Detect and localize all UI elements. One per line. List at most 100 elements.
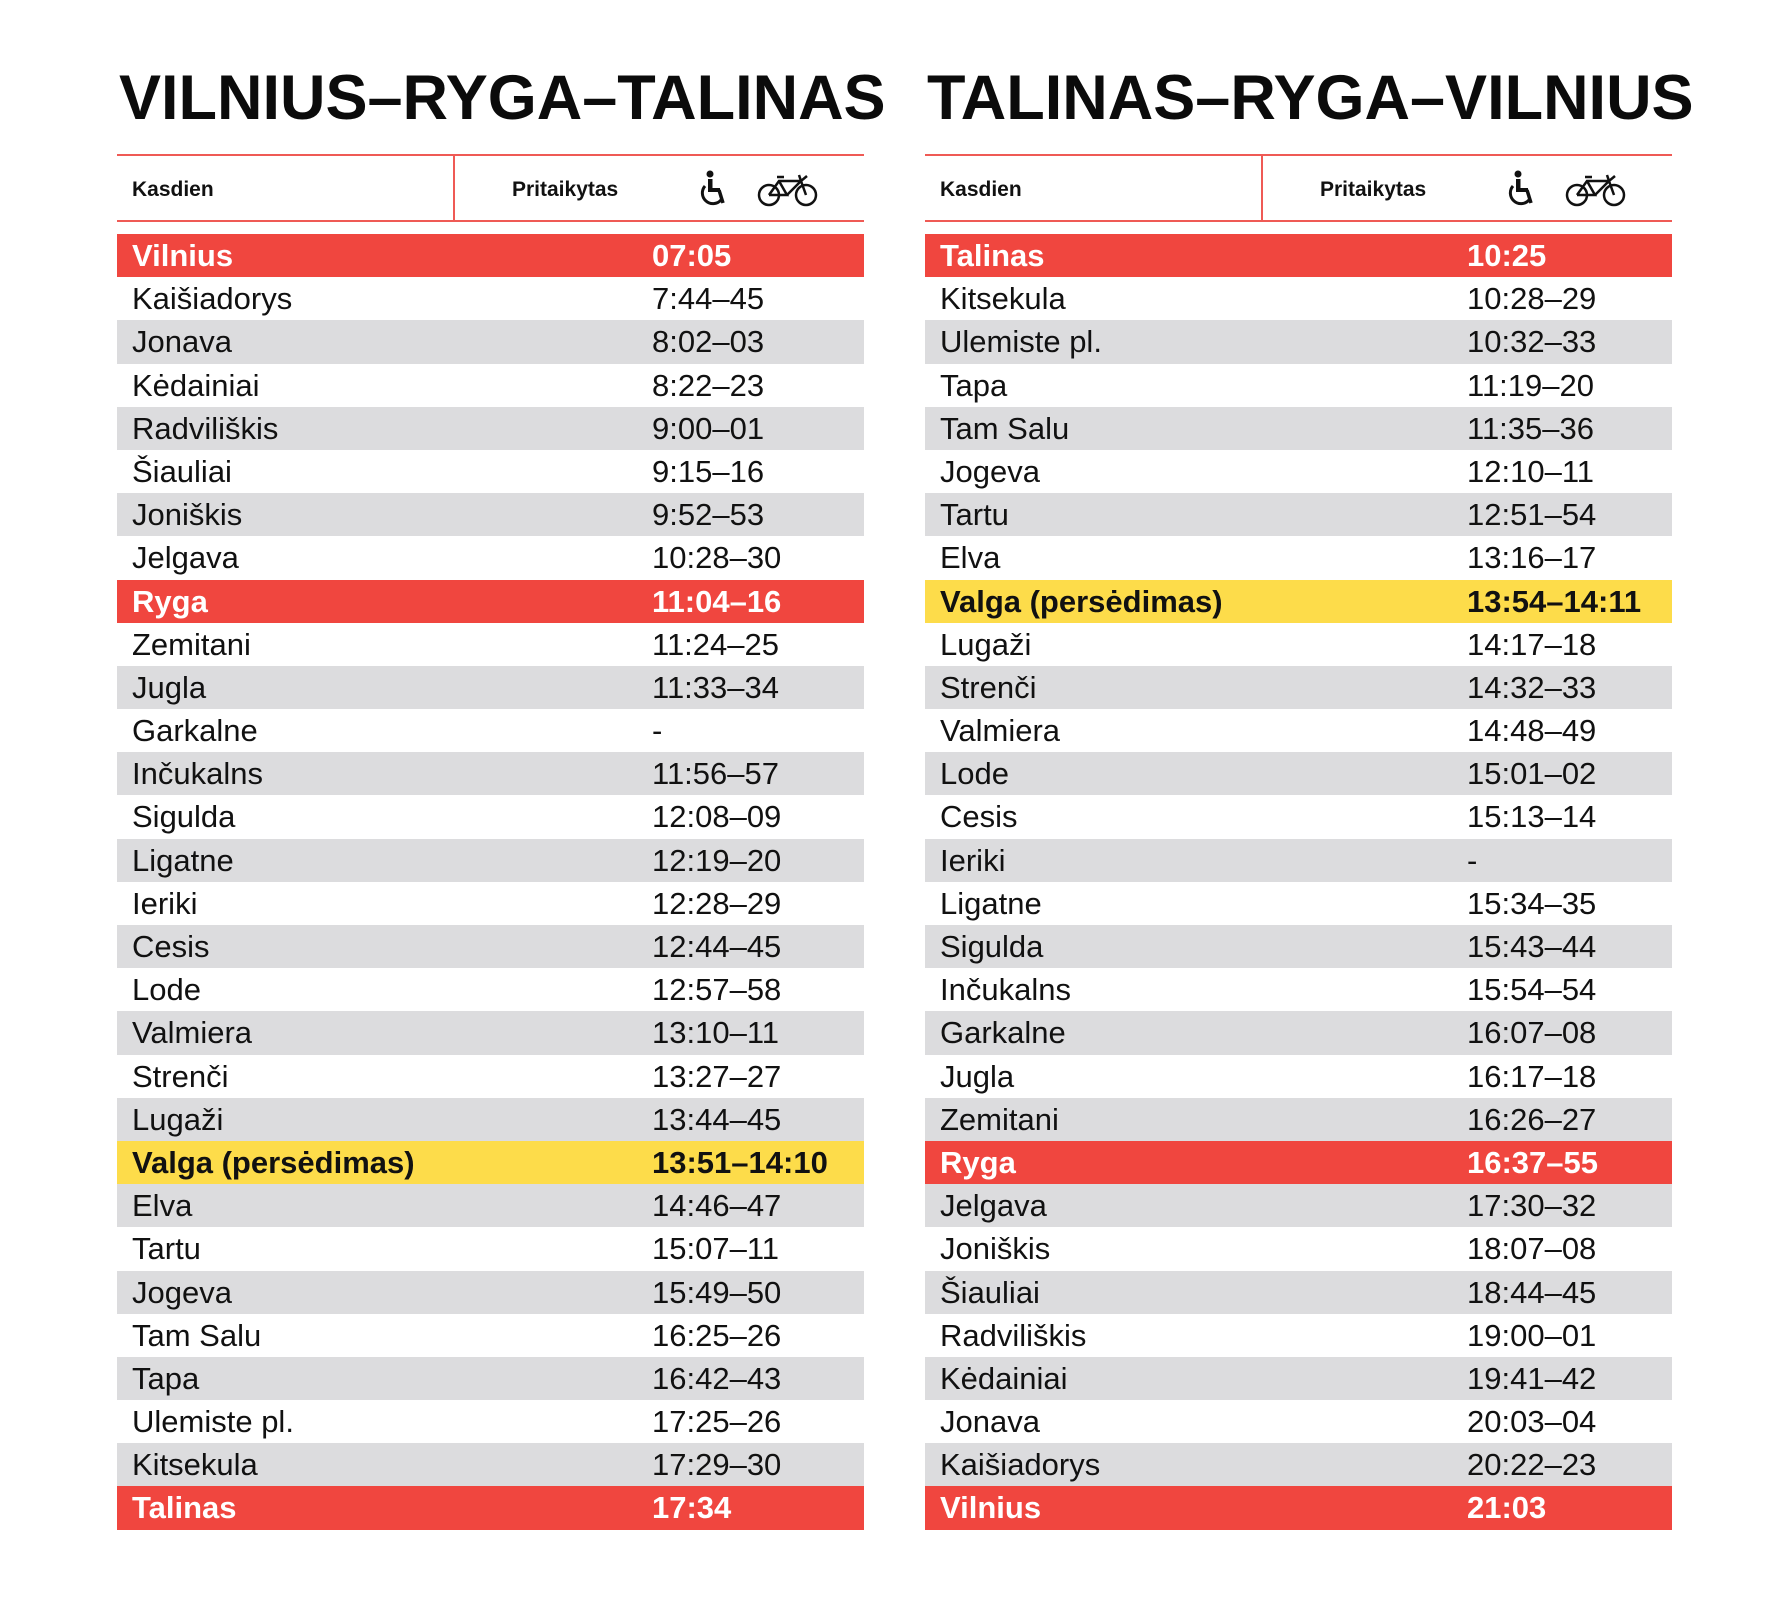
- station-time: 13:16–17: [1467, 540, 1597, 576]
- station-name: Vilnius: [940, 1490, 1042, 1526]
- station-name: Tam Salu: [132, 1317, 262, 1353]
- table-row: Lugaži 13:44–45: [117, 1097, 864, 1141]
- station-time: 12:28–29: [652, 885, 782, 921]
- station-time: 18:44–45: [1467, 1274, 1597, 1310]
- station-time: 14:32–33: [1467, 669, 1597, 705]
- station-time: 17:30–32: [1467, 1188, 1597, 1224]
- station-name: Cesis: [940, 799, 1018, 835]
- station-name: Jugla: [940, 1058, 1015, 1094]
- table-row: Kitsekula 10:28–29: [925, 277, 1672, 320]
- station-name: Jonava: [132, 324, 232, 360]
- days-label: Kasdien: [132, 178, 214, 201]
- station-name: Radviliškis: [940, 1317, 1087, 1353]
- timetable-title: VILNIUS–RYGA–TALINAS: [119, 63, 886, 133]
- table-row: Ulemiste pl. 17:25–26: [117, 1400, 864, 1443]
- station-name: Jelgava: [940, 1188, 1047, 1224]
- table-row: Jonava 20:03–04: [925, 1400, 1672, 1443]
- station-name: Sigulda: [940, 929, 1044, 964]
- station-name: Kitsekula: [940, 281, 1066, 317]
- header-divider: [1261, 156, 1263, 220]
- station-time: 9:52–53: [652, 497, 765, 533]
- station-time: 11:33–34: [652, 669, 779, 705]
- station-name: Garkalne: [132, 713, 258, 749]
- station-time: 9:15–16: [652, 453, 765, 489]
- station-time: 07:05: [652, 238, 732, 273]
- table-row: Ieriki -: [925, 838, 1672, 882]
- wheelchair-icon: [1505, 170, 1539, 213]
- station-time: 13:27–27: [652, 1058, 782, 1094]
- station-name: Strenči: [132, 1058, 229, 1094]
- table-row: Tam Salu 11:35–36: [925, 406, 1672, 450]
- terminal-station-row: Talinas 10:25: [925, 234, 1672, 278]
- station-name: Vilnius: [132, 238, 234, 273]
- adapted-label: Pritaikytas: [512, 178, 619, 201]
- table-row: Elva 13:16–17: [925, 536, 1672, 579]
- station-name: Joniškis: [940, 1231, 1051, 1267]
- header-divider: [453, 156, 455, 220]
- station-name: Joniškis: [132, 497, 243, 533]
- table-row: Šiauliai 18:44–45: [925, 1270, 1672, 1314]
- station-time: 14:48–49: [1467, 713, 1597, 749]
- table-row: Inčukalns 11:56–57: [117, 752, 864, 796]
- station-time: 12:57–58: [652, 972, 782, 1008]
- station-time: 20:03–04: [1467, 1404, 1597, 1440]
- station-time: 13:44–45: [652, 1101, 782, 1137]
- station-time: 15:49–50: [652, 1274, 782, 1310]
- table-row: Radviliškis 19:00–01: [925, 1314, 1672, 1357]
- table-row: Jelgava 10:28–30: [117, 536, 864, 579]
- terminal-station-row: Talinas 17:34: [117, 1486, 864, 1530]
- station-time: 17:34: [652, 1490, 732, 1526]
- table-row: Ieriki 12:28–29: [117, 882, 864, 925]
- station-time: 10:28–29: [1467, 281, 1597, 317]
- table-row: Radviliškis 9:00–01: [117, 406, 864, 450]
- table-row: Cesis 15:13–14: [925, 795, 1672, 838]
- table-row: Jugla 11:33–34: [117, 665, 864, 710]
- station-time: 15:07–11: [652, 1231, 779, 1267]
- table-row: Inčukalns 15:54–54: [925, 968, 1672, 1011]
- table-row: Strenči 14:32–33: [925, 665, 1672, 710]
- table-row: Lode 12:57–58: [117, 968, 864, 1011]
- table-row: Kaišiadorys 20:22–23: [925, 1443, 1672, 1487]
- table-row: Tartu 15:07–11: [117, 1227, 864, 1270]
- station-time: 11:35–36: [1467, 410, 1594, 446]
- station-name: Ligatne: [940, 885, 1042, 921]
- station-time: 16:37–55: [1467, 1144, 1599, 1180]
- table-row: Joniškis 9:52–53: [117, 493, 864, 537]
- table-row: Strenči 13:27–27: [117, 1055, 864, 1098]
- station-time: 20:22–23: [1467, 1447, 1597, 1483]
- station-name: Sigulda: [132, 799, 236, 835]
- station-name: Šiauliai: [132, 453, 232, 489]
- station-time: 19:41–42: [1467, 1360, 1597, 1396]
- station-time: 12:44–45: [652, 929, 782, 964]
- table-row: Zemitani 11:24–25: [117, 623, 864, 666]
- station-time: 13:51–14:10: [652, 1144, 828, 1180]
- station-name: Ligatne: [132, 842, 234, 878]
- station-name: Elva: [132, 1188, 193, 1224]
- table-row: Kaišiadorys 7:44–45: [117, 277, 864, 320]
- station-time: 13:54–14:11: [1467, 583, 1642, 619]
- station-name: Inčukalns: [940, 972, 1071, 1008]
- station-time: 10:25: [1467, 238, 1547, 273]
- station-time: 18:07–08: [1467, 1231, 1597, 1267]
- station-name: Zemitani: [132, 626, 251, 662]
- table-row: Jonava 8:02–03: [117, 320, 864, 364]
- station-time: 16:26–27: [1467, 1101, 1597, 1137]
- station-time: 21:03: [1467, 1490, 1547, 1526]
- wheelchair-icon: [697, 170, 731, 213]
- station-list: Vilnius 07:05 Kaišiadorys 7:44–45 Jonava 8:02…: [117, 234, 864, 1530]
- station-time: 16:25–26: [652, 1317, 782, 1353]
- station-time: 10:28–30: [652, 540, 782, 576]
- station-time: 16:07–08: [1467, 1015, 1597, 1051]
- table-row: Tam Salu 16:25–26: [117, 1314, 864, 1357]
- station-name: Ryga: [132, 583, 208, 619]
- bicycle-icon: [1565, 172, 1627, 213]
- station-time: 8:02–03: [652, 324, 765, 360]
- station-list: Talinas 10:25 Kitsekula 10:28–29 Ulemiste pl…: [925, 234, 1672, 1530]
- table-row: Valmiera 14:48–49: [925, 709, 1672, 752]
- station-time: 14:46–47: [652, 1188, 782, 1224]
- table-row: Tartu 12:51–54: [925, 493, 1672, 537]
- timetable-header: Kasdien Pritaikytas: [925, 154, 1672, 222]
- station-time: 15:34–35: [1467, 885, 1597, 921]
- table-row: Garkalne 16:07–08: [925, 1011, 1672, 1055]
- station-name: Tartu: [132, 1231, 201, 1267]
